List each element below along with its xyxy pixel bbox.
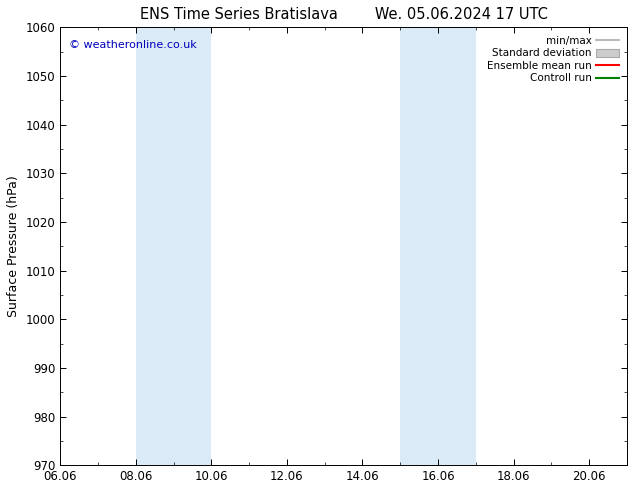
- Title: ENS Time Series Bratislava        We. 05.06.2024 17 UTC: ENS Time Series Bratislava We. 05.06.202…: [139, 7, 548, 22]
- Legend: min/max, Standard deviation, Ensemble mean run, Controll run: min/max, Standard deviation, Ensemble me…: [484, 32, 622, 87]
- Y-axis label: Surface Pressure (hPa): Surface Pressure (hPa): [7, 175, 20, 317]
- Text: © weatheronline.co.uk: © weatheronline.co.uk: [68, 40, 197, 50]
- Bar: [400, 27, 476, 465]
- Bar: [136, 27, 211, 465]
